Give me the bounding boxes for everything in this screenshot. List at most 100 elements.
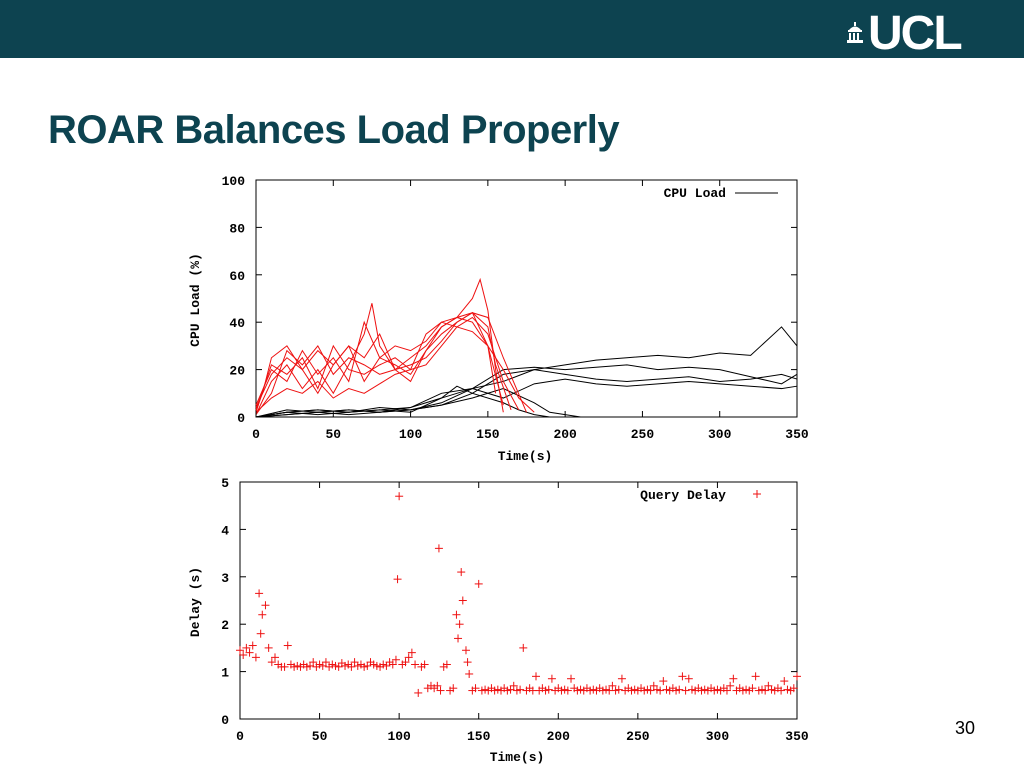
delay-point <box>411 660 420 669</box>
delay-point <box>751 672 760 681</box>
delay-point <box>341 661 350 670</box>
delay-point <box>404 653 413 662</box>
delay-point <box>767 685 776 694</box>
delay-point <box>457 568 466 577</box>
delay-point <box>242 643 251 652</box>
delay-point <box>256 629 265 638</box>
logo-text: UCL <box>868 7 963 60</box>
delay-legend-marker <box>753 490 761 498</box>
delay-point <box>239 651 248 660</box>
delay-point <box>471 684 480 693</box>
delay-point <box>681 686 690 695</box>
delay-point <box>302 662 311 671</box>
cpu-y-axis-label: CPU Load (%) <box>188 253 203 347</box>
delay-point <box>662 685 671 694</box>
cpu-series-line-black <box>255 326 798 418</box>
delay-x-tick-label: 300 <box>706 729 730 744</box>
cpu-x-axis-label: Time(s) <box>498 449 553 464</box>
delay-point <box>672 686 681 695</box>
delay-x-tick-label: 100 <box>387 729 411 744</box>
delay-point <box>560 685 569 694</box>
delay-point <box>331 661 340 670</box>
slide-title: ROAR Balances Load Properly <box>48 108 620 152</box>
cpu-series-line-black <box>255 388 597 418</box>
delay-point <box>789 684 798 693</box>
delay-point <box>420 660 429 669</box>
delay-point <box>379 660 388 669</box>
delay-point <box>407 648 416 657</box>
delay-point <box>783 685 792 694</box>
delay-point <box>684 674 693 683</box>
delay-point <box>395 492 404 501</box>
portico-icon <box>847 22 863 43</box>
cpu-y-tick-label: 0 <box>237 411 245 426</box>
delay-point <box>255 589 264 598</box>
cpu-y-tick-label: 100 <box>222 174 246 189</box>
cpu-series-line-red <box>255 321 497 408</box>
cpu-series-line-red <box>255 312 512 411</box>
delay-point <box>608 681 617 690</box>
delay-point <box>449 684 458 693</box>
delay-point <box>328 660 337 669</box>
delay-point <box>780 677 789 686</box>
delay-legend-label: Query Delay <box>640 488 726 503</box>
cpu-y-tick-label: 80 <box>229 221 245 236</box>
delay-point <box>261 601 270 610</box>
delay-point <box>611 686 620 695</box>
delay-point <box>516 685 525 694</box>
delay-point <box>512 686 521 695</box>
delay-x-tick-label: 250 <box>626 729 650 744</box>
delay-point <box>465 669 474 678</box>
delay-point <box>283 641 292 650</box>
delay-point <box>617 674 626 683</box>
cpu-series-line-red <box>255 312 527 415</box>
delay-point <box>678 672 687 681</box>
delay-point <box>463 658 472 667</box>
cpu-y-tick-label: 20 <box>229 364 245 379</box>
delay-x-tick-label: 150 <box>467 729 491 744</box>
delay-point <box>729 674 738 683</box>
delay-point <box>764 681 773 690</box>
delay-y-tick-label: 4 <box>221 523 229 538</box>
delay-point <box>436 686 445 695</box>
delay-point <box>757 685 766 694</box>
delay-point <box>388 660 397 669</box>
delay-point <box>506 685 515 694</box>
cpu-x-tick-label: 0 <box>252 427 260 442</box>
delay-point <box>434 544 443 553</box>
cpu-series-line-black <box>255 385 597 418</box>
delay-point <box>630 685 639 694</box>
cpu-series-line-black <box>255 378 798 418</box>
delay-point <box>793 672 801 681</box>
delay-point <box>414 688 423 697</box>
delay-x-tick-label: 50 <box>312 729 328 744</box>
delay-x-axis-label: Time(s) <box>490 750 545 765</box>
delay-point <box>369 660 378 669</box>
delay-point <box>700 685 709 694</box>
delay-point <box>503 686 512 695</box>
delay-point <box>363 661 372 670</box>
delay-point <box>353 661 362 670</box>
delay-x-tick-label: 0 <box>236 729 244 744</box>
delay-y-tick-label: 5 <box>221 476 229 491</box>
delay-point <box>401 658 410 667</box>
cpu-x-tick-label: 200 <box>553 427 577 442</box>
delay-point <box>602 685 611 694</box>
delay-point <box>656 686 665 695</box>
delay-x-tick-label: 200 <box>547 729 571 744</box>
delay-point <box>382 661 391 670</box>
delay-point <box>532 672 541 681</box>
delay-point <box>544 685 553 694</box>
delay-point <box>541 686 550 695</box>
delay-point <box>713 685 722 694</box>
delay-point <box>267 658 276 667</box>
cpu-x-tick-label: 150 <box>476 427 500 442</box>
delay-plot-frame <box>239 481 798 720</box>
delay-point <box>391 655 400 664</box>
delay-point <box>248 641 257 650</box>
delay-point <box>350 658 359 667</box>
delay-y-tick-label: 1 <box>221 666 229 681</box>
cpu-x-tick-label: 50 <box>325 427 341 442</box>
cpu-legend-label: CPU Load <box>664 186 726 201</box>
